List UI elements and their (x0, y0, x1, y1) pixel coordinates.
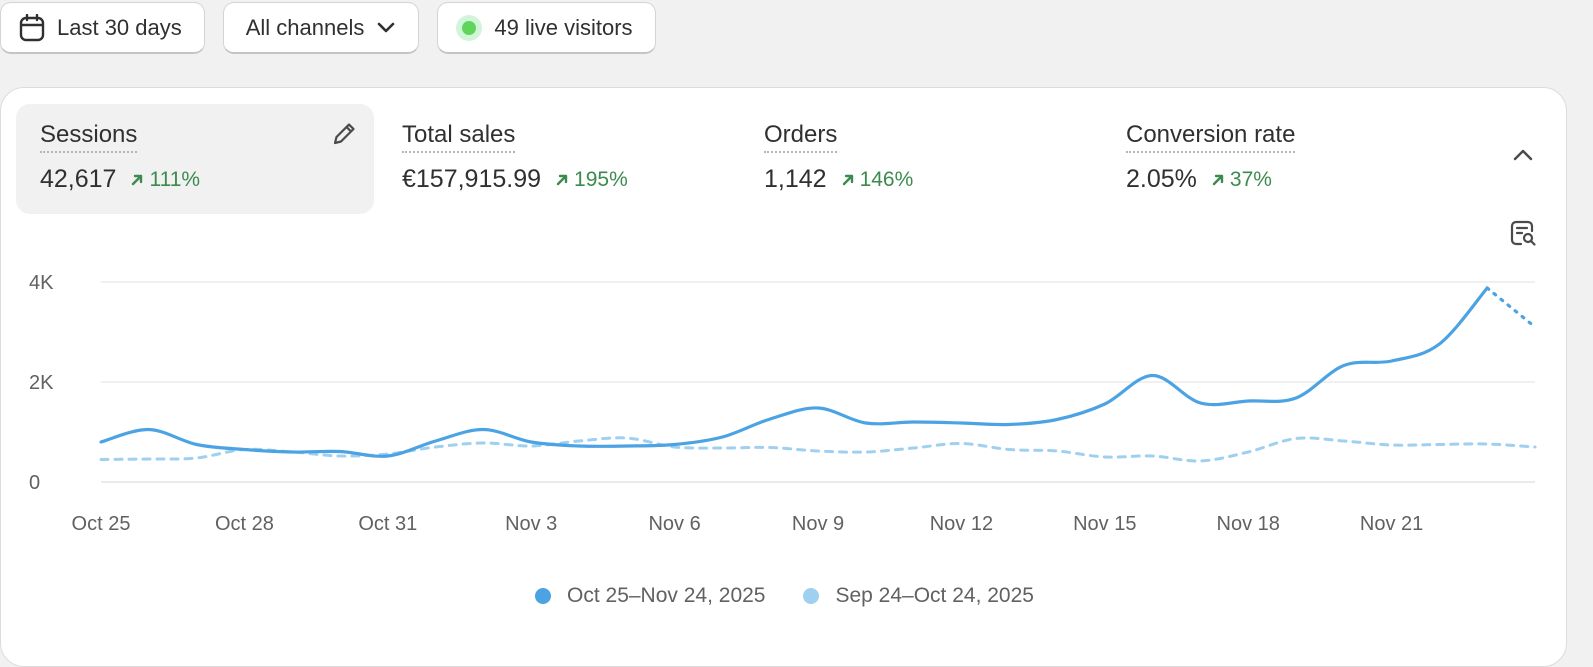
metric-change: 146% (841, 167, 914, 192)
arrow-up-right-icon (842, 174, 853, 185)
legend-label: Oct 25–Nov 24, 2025 (567, 584, 766, 607)
legend-item-previous[interactable]: Sep 24–Oct 24, 2025 (803, 584, 1034, 608)
metric-sessions[interactable]: Sessions 42,617 111% (16, 104, 374, 214)
chevron-down-icon (376, 21, 396, 35)
metric-label[interactable]: Conversion rate (1126, 120, 1296, 153)
metric-conversion-rate[interactable]: Conversion rate 2.05% 37% (1102, 104, 1460, 214)
x-tick-label: Nov 21 (1360, 513, 1423, 535)
x-tick-label: Nov 15 (1073, 513, 1136, 535)
legend-dot (803, 588, 820, 604)
series-line-current (99, 286, 1489, 458)
date-range-label: Last 30 days (57, 14, 182, 40)
live-visitors-label: 49 live visitors (494, 14, 633, 40)
x-tick-label: Nov 9 (792, 513, 844, 535)
chart-legend: Oct 25–Nov 24, 2025 Sep 24–Oct 24, 2025 (1, 584, 1568, 608)
x-tick-label: Nov 18 (1217, 513, 1280, 535)
series-line-previous (99, 436, 1537, 463)
channel-select[interactable]: All channels (222, 2, 420, 54)
metric-value: 2.05% (1126, 165, 1197, 193)
metric-change-value: 146% (859, 167, 914, 191)
arrow-up-right-icon (1212, 174, 1224, 185)
metric-change-value: 111% (149, 167, 201, 191)
metric-value: 1,142 (764, 165, 827, 193)
series-line-current-incomplete (1485, 286, 1537, 329)
metric-label[interactable]: Total sales (402, 120, 516, 153)
y-tick-label: 0 (29, 472, 40, 494)
legend-dot (535, 588, 552, 604)
x-tick-label: Oct 25 (72, 513, 131, 535)
live-dot-icon (462, 20, 477, 35)
date-range-button[interactable]: Last 30 days (0, 2, 205, 54)
x-tick-label: Nov 3 (505, 513, 557, 535)
legend-item-current[interactable]: Oct 25–Nov 24, 2025 (535, 584, 765, 608)
x-tick-label: Nov 12 (930, 513, 993, 535)
arrow-up-right-icon (556, 174, 568, 185)
metric-change: 195% (555, 168, 628, 192)
y-tick-label: 2K (29, 372, 54, 394)
metric-label[interactable]: Orders (764, 120, 838, 153)
toolbar: Last 30 days All channels 49 live visito… (0, 2, 656, 54)
metric-change: 37% (1211, 168, 1272, 192)
live-visitors-button[interactable]: 49 live visitors (437, 2, 656, 54)
metric-orders[interactable]: Orders 1,142 146% (740, 104, 1098, 214)
channel-label: All channels (245, 14, 365, 40)
y-tick-label: 4K (29, 272, 54, 294)
metric-change-value: 195% (574, 167, 628, 191)
analytics-card: Sessions 42,617 111% Total sales €157,91… (0, 87, 1567, 667)
metric-value: 42,617 (40, 165, 117, 193)
chevron-up-icon[interactable] (1512, 148, 1534, 167)
metric-change: 111% (130, 168, 200, 192)
metric-total-sales[interactable]: Total sales €157,915.99 195% (378, 104, 736, 214)
metric-change-value: 37% (1229, 167, 1272, 191)
pencil-icon[interactable] (330, 120, 358, 153)
x-tick-label: Oct 31 (358, 513, 417, 535)
report-search-icon[interactable] (1508, 218, 1538, 253)
metric-value: €157,915.99 (402, 165, 542, 193)
calendar-icon (19, 13, 45, 42)
metric-label[interactable]: Sessions (40, 120, 138, 153)
x-tick-label: Oct 28 (215, 513, 274, 535)
live-status-indicator (456, 14, 483, 41)
arrow-up-right-icon (132, 174, 143, 185)
legend-label: Sep 24–Oct 24, 2025 (835, 584, 1034, 607)
x-tick-label: Nov 6 (648, 513, 700, 535)
sessions-line-chart: 0 2K 4K Oct 25 Oct 28 Oct 31 Nov 3 Nov 6 Nov 9 No… (29, 272, 1537, 535)
